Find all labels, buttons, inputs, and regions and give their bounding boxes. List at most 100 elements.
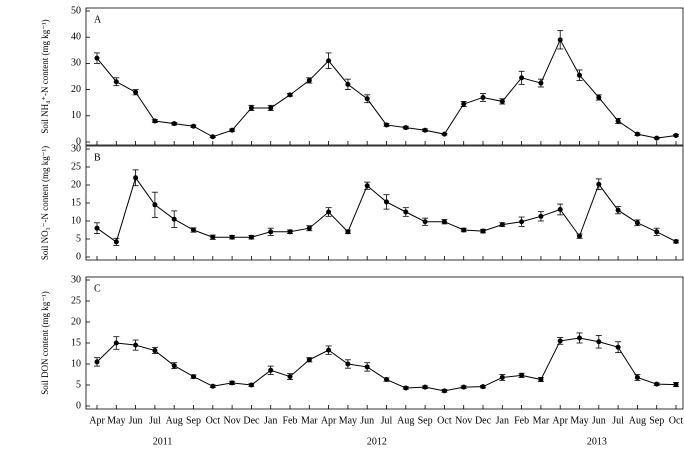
data-point — [345, 81, 351, 87]
data-point — [557, 37, 563, 43]
y-tick-label: 25 — [71, 295, 81, 306]
y-tick-label: 15 — [71, 197, 81, 208]
y-tick-label: 20 — [71, 84, 81, 95]
data-point — [152, 348, 158, 354]
data-point — [287, 374, 293, 380]
data-point — [441, 131, 447, 137]
data-point — [673, 132, 679, 138]
x-tick-label: Jun — [360, 415, 374, 426]
data-point — [403, 385, 409, 391]
year-label: 2012 — [367, 436, 387, 447]
data-point — [210, 134, 216, 140]
data-point — [441, 219, 447, 225]
data-point — [113, 79, 119, 85]
data-point — [441, 388, 447, 394]
data-point — [634, 374, 640, 380]
y-tick-label: 30 — [71, 143, 81, 154]
data-point — [673, 382, 679, 388]
x-tick-label: Feb — [514, 415, 529, 426]
x-tick-label: Aug — [397, 415, 414, 426]
data-point — [634, 131, 640, 137]
y-tick-label: 20 — [71, 179, 81, 190]
data-point — [480, 384, 486, 390]
panel-label: A — [94, 14, 102, 25]
data-point — [461, 384, 467, 390]
y-tick-label: 25 — [71, 161, 81, 172]
y-axis-label: Soil DON content (mg kg⁻¹) — [40, 291, 50, 394]
x-tick-label: Oct — [669, 415, 684, 426]
data-point — [364, 183, 370, 189]
x-tick-label: Jan — [496, 415, 509, 426]
data-point — [94, 55, 100, 61]
panel-label: B — [94, 152, 101, 163]
data-point — [326, 209, 332, 215]
x-tick-label: Dec — [475, 415, 492, 426]
data-point — [306, 357, 312, 363]
y-tick-label: 0 — [76, 400, 81, 411]
data-point — [229, 234, 235, 240]
data-point — [577, 233, 582, 239]
x-tick-label: Jul — [149, 415, 161, 426]
data-point — [133, 175, 139, 181]
data-point — [152, 118, 158, 124]
data-point — [345, 229, 351, 235]
data-point — [538, 377, 544, 383]
x-tick-label: Jan — [264, 415, 277, 426]
x-tick-label: Sep — [418, 415, 433, 426]
data-point — [345, 361, 351, 367]
data-point — [519, 219, 525, 225]
x-tick-label: Jun — [129, 415, 143, 426]
data-point — [422, 127, 428, 133]
y-tick-label: 5 — [76, 233, 81, 244]
x-tick-label: Oct — [206, 415, 221, 426]
data-point — [326, 58, 332, 64]
data-point — [364, 364, 370, 370]
data-point — [634, 220, 640, 226]
x-tick-label: Nov — [223, 415, 240, 426]
data-point — [384, 199, 389, 205]
data-point — [94, 359, 100, 365]
data-point — [191, 227, 196, 233]
x-tick-label: Nov — [455, 415, 472, 426]
data-point — [538, 80, 544, 86]
data-point — [306, 77, 312, 83]
data-point — [403, 125, 409, 131]
data-line — [96, 337, 677, 392]
x-tick-label: Apr — [552, 415, 568, 426]
panel-frame — [85, 276, 684, 410]
x-tick-label: Jul — [381, 415, 393, 426]
y-tick-label: 15 — [71, 337, 81, 348]
y-tick-label: 50 — [71, 5, 81, 16]
data-point — [171, 216, 177, 222]
data-point — [268, 105, 274, 111]
data-point — [596, 181, 602, 187]
data-point — [268, 229, 274, 235]
data-point — [499, 222, 505, 228]
data-point — [133, 342, 139, 348]
data-point — [615, 118, 621, 124]
data-point — [287, 229, 293, 235]
y-tick-label: 40 — [71, 31, 81, 42]
x-tick-label: Jun — [592, 415, 606, 426]
data-point — [654, 135, 660, 141]
data-point — [615, 207, 621, 213]
data-point — [133, 89, 139, 95]
data-point — [557, 338, 563, 344]
data-point — [480, 228, 486, 234]
data-point — [577, 335, 582, 341]
data-point — [191, 374, 196, 380]
x-tick-label: Aug — [629, 415, 646, 426]
year-label: 2011 — [153, 436, 173, 447]
data-point — [287, 92, 293, 98]
data-point — [596, 94, 602, 100]
data-point — [152, 202, 158, 208]
y-axis-label: Soil NO₃⁻-N content (mg kg⁻¹) — [40, 146, 50, 260]
x-tick-label: Apr — [321, 415, 337, 426]
y-tick-label: 0 — [76, 251, 81, 262]
y-axis-label: Soil NH₄⁺-N content (mg kg⁻¹) — [40, 19, 50, 133]
data-point — [480, 94, 486, 100]
data-point — [94, 225, 100, 231]
panel-label: C — [94, 283, 101, 294]
x-tick-label: Sep — [649, 415, 664, 426]
data-point — [113, 340, 119, 346]
